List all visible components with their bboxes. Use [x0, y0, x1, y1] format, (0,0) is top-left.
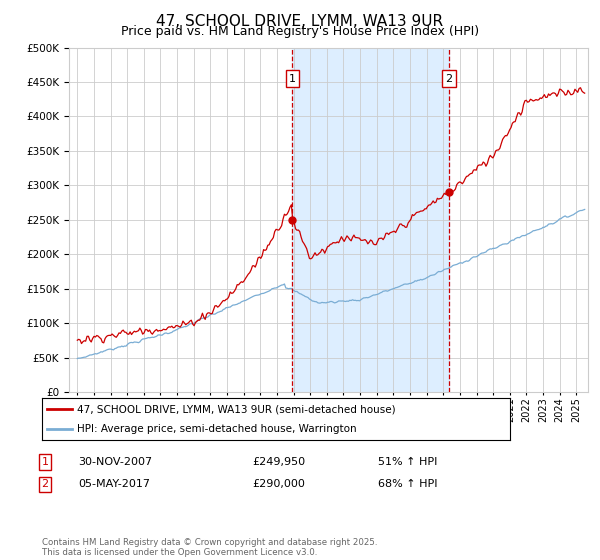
- Text: £290,000: £290,000: [252, 479, 305, 489]
- Text: 05-MAY-2017: 05-MAY-2017: [78, 479, 150, 489]
- Text: 1: 1: [41, 457, 49, 467]
- Text: 68% ↑ HPI: 68% ↑ HPI: [378, 479, 437, 489]
- Text: 47, SCHOOL DRIVE, LYMM, WA13 9UR (semi-detached house): 47, SCHOOL DRIVE, LYMM, WA13 9UR (semi-d…: [77, 404, 396, 414]
- Text: 2: 2: [41, 479, 49, 489]
- Text: HPI: Average price, semi-detached house, Warrington: HPI: Average price, semi-detached house,…: [77, 424, 357, 434]
- Text: Contains HM Land Registry data © Crown copyright and database right 2025.
This d: Contains HM Land Registry data © Crown c…: [42, 538, 377, 557]
- Text: 30-NOV-2007: 30-NOV-2007: [78, 457, 152, 467]
- Bar: [292, 48, 449, 392]
- Text: 2: 2: [445, 73, 452, 83]
- Text: 51% ↑ HPI: 51% ↑ HPI: [378, 457, 437, 467]
- Text: Price paid vs. HM Land Registry's House Price Index (HPI): Price paid vs. HM Land Registry's House …: [121, 25, 479, 38]
- Text: 1: 1: [289, 73, 296, 83]
- Text: 47, SCHOOL DRIVE, LYMM, WA13 9UR: 47, SCHOOL DRIVE, LYMM, WA13 9UR: [157, 14, 443, 29]
- Text: £249,950: £249,950: [252, 457, 305, 467]
